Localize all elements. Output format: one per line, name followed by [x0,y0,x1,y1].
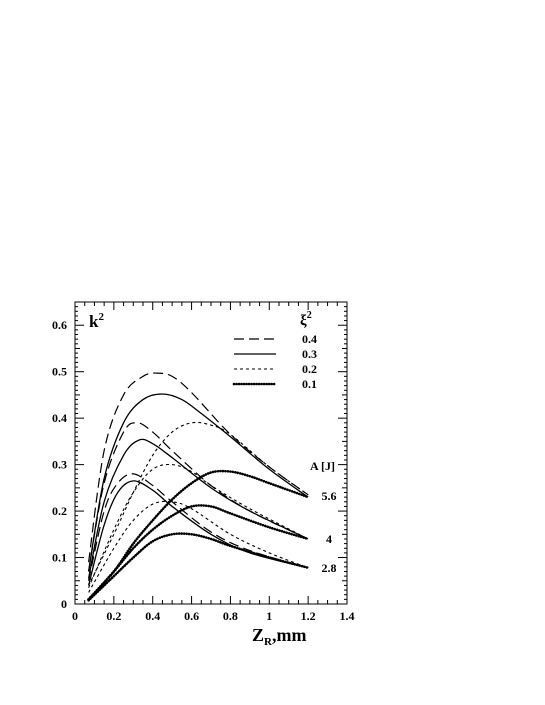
legend-label-0.4: 0.4 [302,332,317,346]
series-line-xi2-0.4-A-4 [88,422,309,572]
y-tick-labels: 0 0.1 0.2 0.3 0.4 0.5 0.6 [52,318,67,611]
series-line-xi2-0.4-A-2.8 [88,473,309,581]
x-tick-label: 0 [72,609,78,623]
y-tick-label: 0.6 [52,318,67,332]
y-tick-label: 0.3 [52,458,67,472]
legend-label-0.3: 0.3 [302,347,317,361]
series-line-xi2-0.1-A-5.6 [87,469,310,601]
x-axis-label-sub: R [264,636,273,648]
x-tick-label: 1 [266,609,272,623]
x-tick-label: 1.2 [301,609,316,623]
x-axis-label: ZR,mm [252,625,306,648]
legend-label-0.2: 0.2 [302,362,317,376]
y-tick-label: 0.2 [52,504,67,518]
y-tick-label: 0.1 [52,551,67,565]
y-tick-label: 0 [61,597,67,611]
energy-value-label: 5.6 [322,489,337,503]
x-tick-label: 0.8 [223,609,238,623]
energy-label-title: A [J] [310,459,335,473]
y-axis-label-sup: 2 [98,311,104,323]
energy-value-label: 2.8 [322,561,337,575]
series-line-xi2-0.2-A-5.6 [88,421,309,586]
x-tick-label: 0.4 [145,609,160,623]
energy-value-label: 4 [326,532,332,546]
legend-title-sup: 2 [307,310,312,321]
series-line-xi2-0.2-A-2.8 [88,500,309,593]
legend-title: ξ2 [300,310,312,329]
x-tick-label: 0.6 [184,609,199,623]
axis-ticks [74,301,348,605]
y-tick-label: 0.5 [52,365,67,379]
y-axis-label: k2 [89,311,104,331]
series-line-xi2-0.1-A-4 [87,504,310,601]
series-line-xi2-0.2-A-4 [88,463,309,588]
series-line-xi2-0.3-A-4 [87,438,309,579]
y-tick-label: 0.4 [52,411,67,425]
x-tick-label: 1.4 [340,609,355,623]
legend: ξ2 0.40.30.20.1 [232,310,317,391]
series-line-xi2-0.3-A-5.6 [87,393,309,572]
series-line-xi2-0.1-A-2.8 [87,532,310,602]
energy-labels: A [J] 5.6 4 2.8 [310,459,337,575]
x-tick-label: 0.2 [106,609,121,623]
curves [87,372,310,602]
legend-label-0.1: 0.1 [302,377,317,391]
x-tick-labels: 0 0.2 0.4 0.6 0.8 1 1.2 1.4 [72,609,355,623]
series-line-xi2-0.4-A-5.6 [88,372,309,563]
